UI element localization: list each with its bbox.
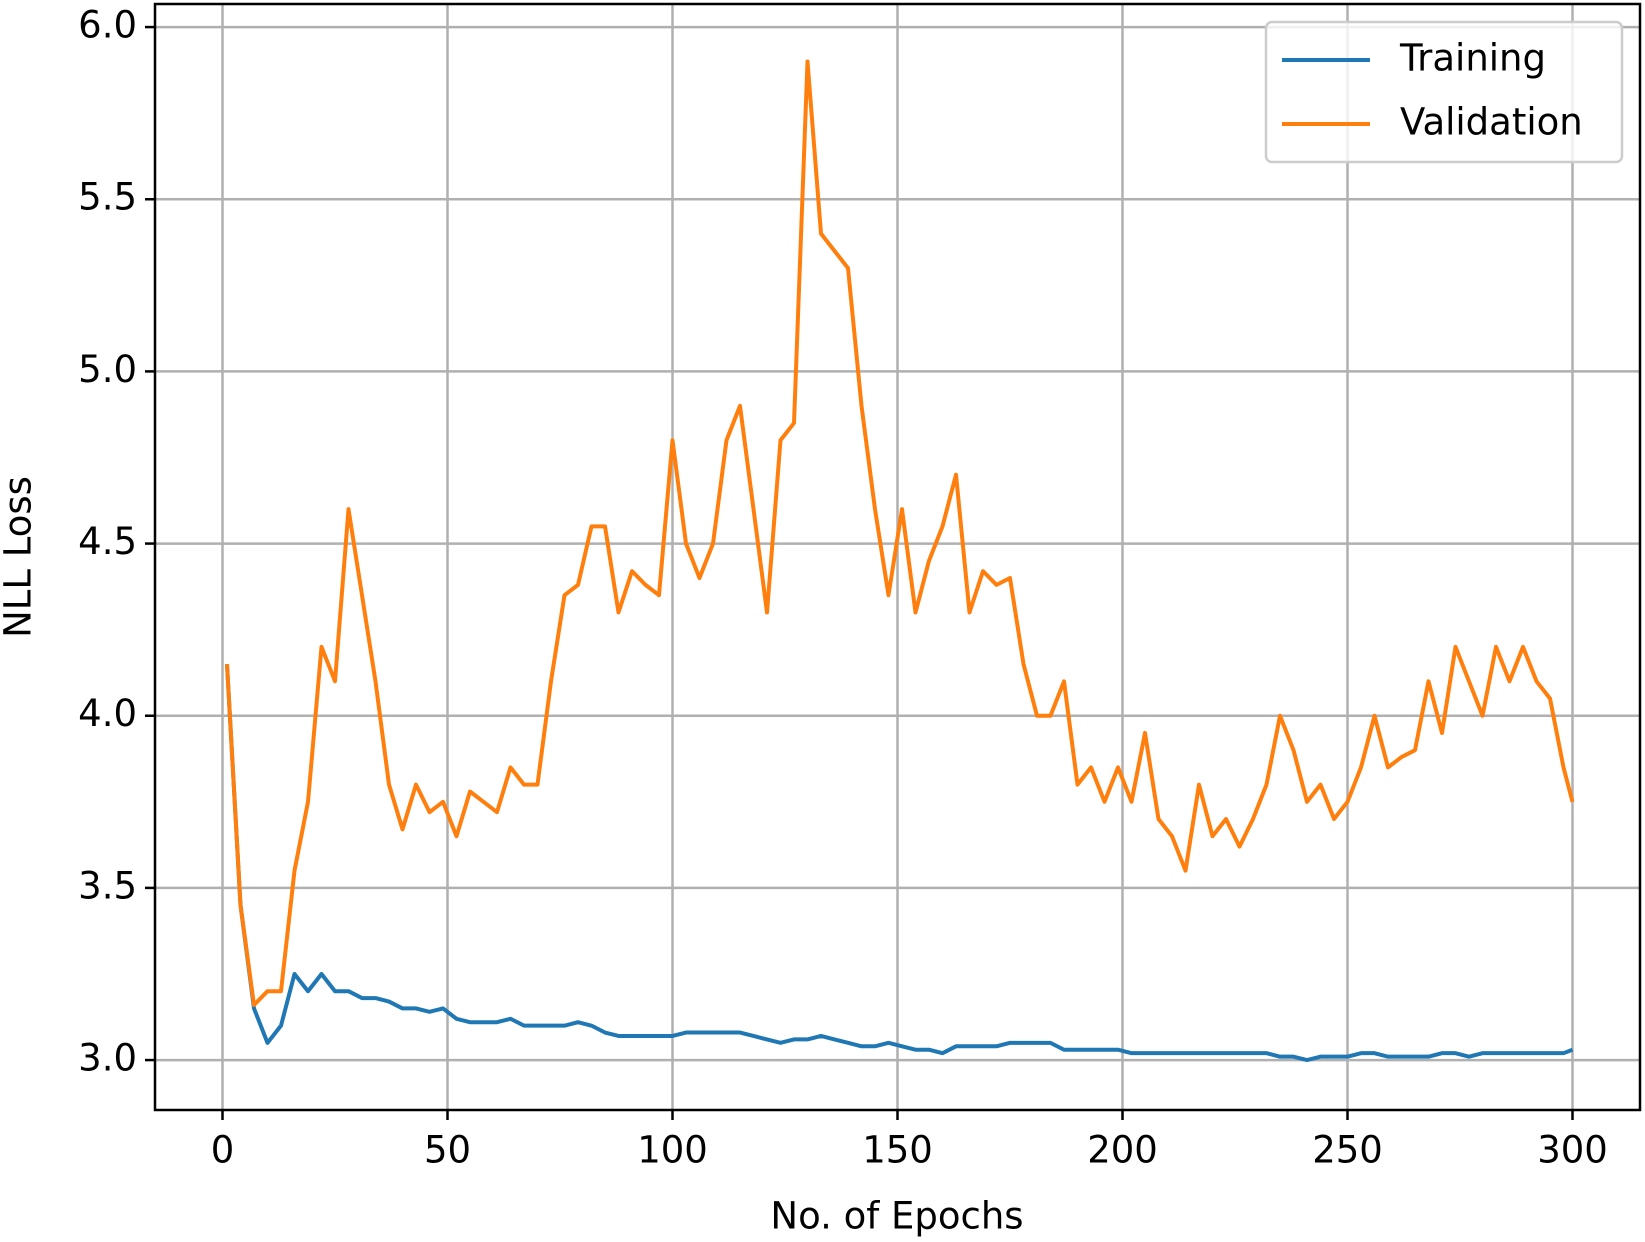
y-axis-label: NLL Loss <box>0 476 40 638</box>
x-tick-label: 0 <box>211 1129 235 1172</box>
legend-box <box>1264 20 1624 164</box>
x-axis-label: No. of Epochs <box>770 1195 1023 1238</box>
x-tick-label: 100 <box>637 1129 708 1172</box>
series-line <box>225 663 1574 1063</box>
y-tick-label: 3.5 <box>78 864 137 907</box>
legend-label: Validation <box>1400 101 1583 144</box>
y-tick-label: 5.5 <box>78 176 137 219</box>
y-tick-label: 4.0 <box>78 692 137 735</box>
y-tick-label: 5.0 <box>78 348 137 391</box>
x-tick-label: 300 <box>1537 1129 1608 1172</box>
x-tick-label: 250 <box>1312 1129 1383 1172</box>
y-tick-label: 6.0 <box>78 4 137 47</box>
x-tick-label: 150 <box>862 1129 933 1172</box>
legend-label: Training <box>1399 37 1546 80</box>
plot-frame <box>153 2 1642 1112</box>
x-tick-label: 50 <box>424 1129 471 1172</box>
y-tick-label: 4.5 <box>78 520 137 563</box>
series-line <box>225 59 1575 1007</box>
x-tick-label: 200 <box>1087 1129 1158 1172</box>
y-tick-label: 3.0 <box>78 1037 137 1080</box>
